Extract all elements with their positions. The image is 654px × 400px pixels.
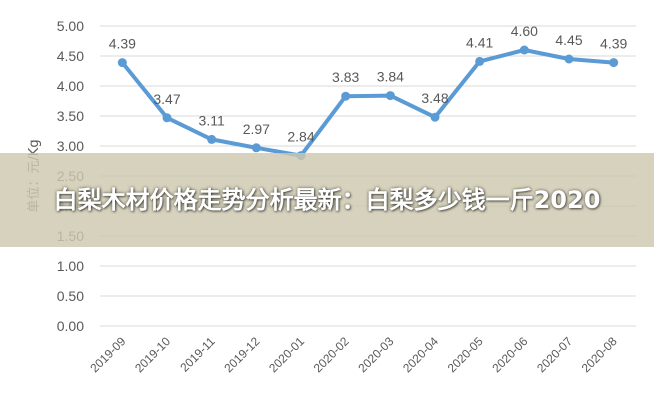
y-tick-label: 4.00 <box>57 78 84 94</box>
y-tick-label: 4.50 <box>57 48 84 64</box>
x-tick-label: 2019-10 <box>132 334 173 375</box>
x-tick-label: 2020-03 <box>355 334 396 375</box>
y-tick-label: 1.00 <box>57 258 84 274</box>
y-tick-label: 0.50 <box>57 288 84 304</box>
data-label: 4.39 <box>109 36 136 52</box>
data-label: 3.11 <box>199 112 225 128</box>
title-banner: 白梨木材价格走势分析最新：白梨多少钱一斤2020 <box>0 153 654 247</box>
data-label: 4.39 <box>600 36 627 52</box>
data-label: 4.45 <box>555 32 582 48</box>
data-point <box>117 58 127 68</box>
data-label: 3.47 <box>153 91 180 107</box>
data-label: 4.60 <box>511 23 538 39</box>
x-tick-label: 2020-01 <box>266 334 307 375</box>
x-tick-label: 2020-06 <box>489 334 530 375</box>
x-tick-label: 2020-08 <box>579 334 620 375</box>
data-point <box>430 112 440 122</box>
data-point <box>341 91 351 101</box>
x-axis-ticks: 2019-09 2019-10 2019-11 2019-12 2020-01 2020-… <box>87 334 620 375</box>
x-tick-label: 2019-11 <box>177 334 218 375</box>
y-tick-label: 0.00 <box>57 318 84 334</box>
data-point <box>207 134 217 144</box>
data-point <box>385 91 395 101</box>
series-layer <box>117 45 619 161</box>
data-label: 3.83 <box>332 69 359 85</box>
data-label: 4.41 <box>466 34 493 50</box>
banner-title: 白梨木材价格走势分析最新：白梨多少钱一斤2020 <box>53 186 601 214</box>
x-tick-label: 2020-04 <box>400 334 441 375</box>
x-tick-label: 2019-12 <box>221 334 262 375</box>
data-point <box>162 113 172 123</box>
y-tick-label: 3.50 <box>57 108 84 124</box>
x-tick-label: 2020-02 <box>311 334 352 375</box>
data-point <box>251 143 261 153</box>
data-label: 2.97 <box>243 121 270 137</box>
data-point <box>609 58 619 68</box>
x-tick-label: 2020-07 <box>534 334 575 375</box>
data-label: 3.48 <box>421 90 448 106</box>
y-tick-label: 3.00 <box>57 138 84 154</box>
data-point <box>564 54 574 64</box>
x-tick-label: 2020-05 <box>445 334 486 375</box>
data-label: 3.84 <box>377 69 404 85</box>
data-labels: 4.39 3.47 3.11 2.97 2.84 3.83 3.84 3.48 4.41 4.60… <box>109 23 628 145</box>
x-tick-label: 2019-09 <box>87 334 128 375</box>
y-tick-label: 5.00 <box>57 18 84 34</box>
series-line <box>120 48 616 158</box>
data-point <box>519 45 529 55</box>
data-label: 2.84 <box>287 129 314 145</box>
data-point <box>475 56 485 66</box>
